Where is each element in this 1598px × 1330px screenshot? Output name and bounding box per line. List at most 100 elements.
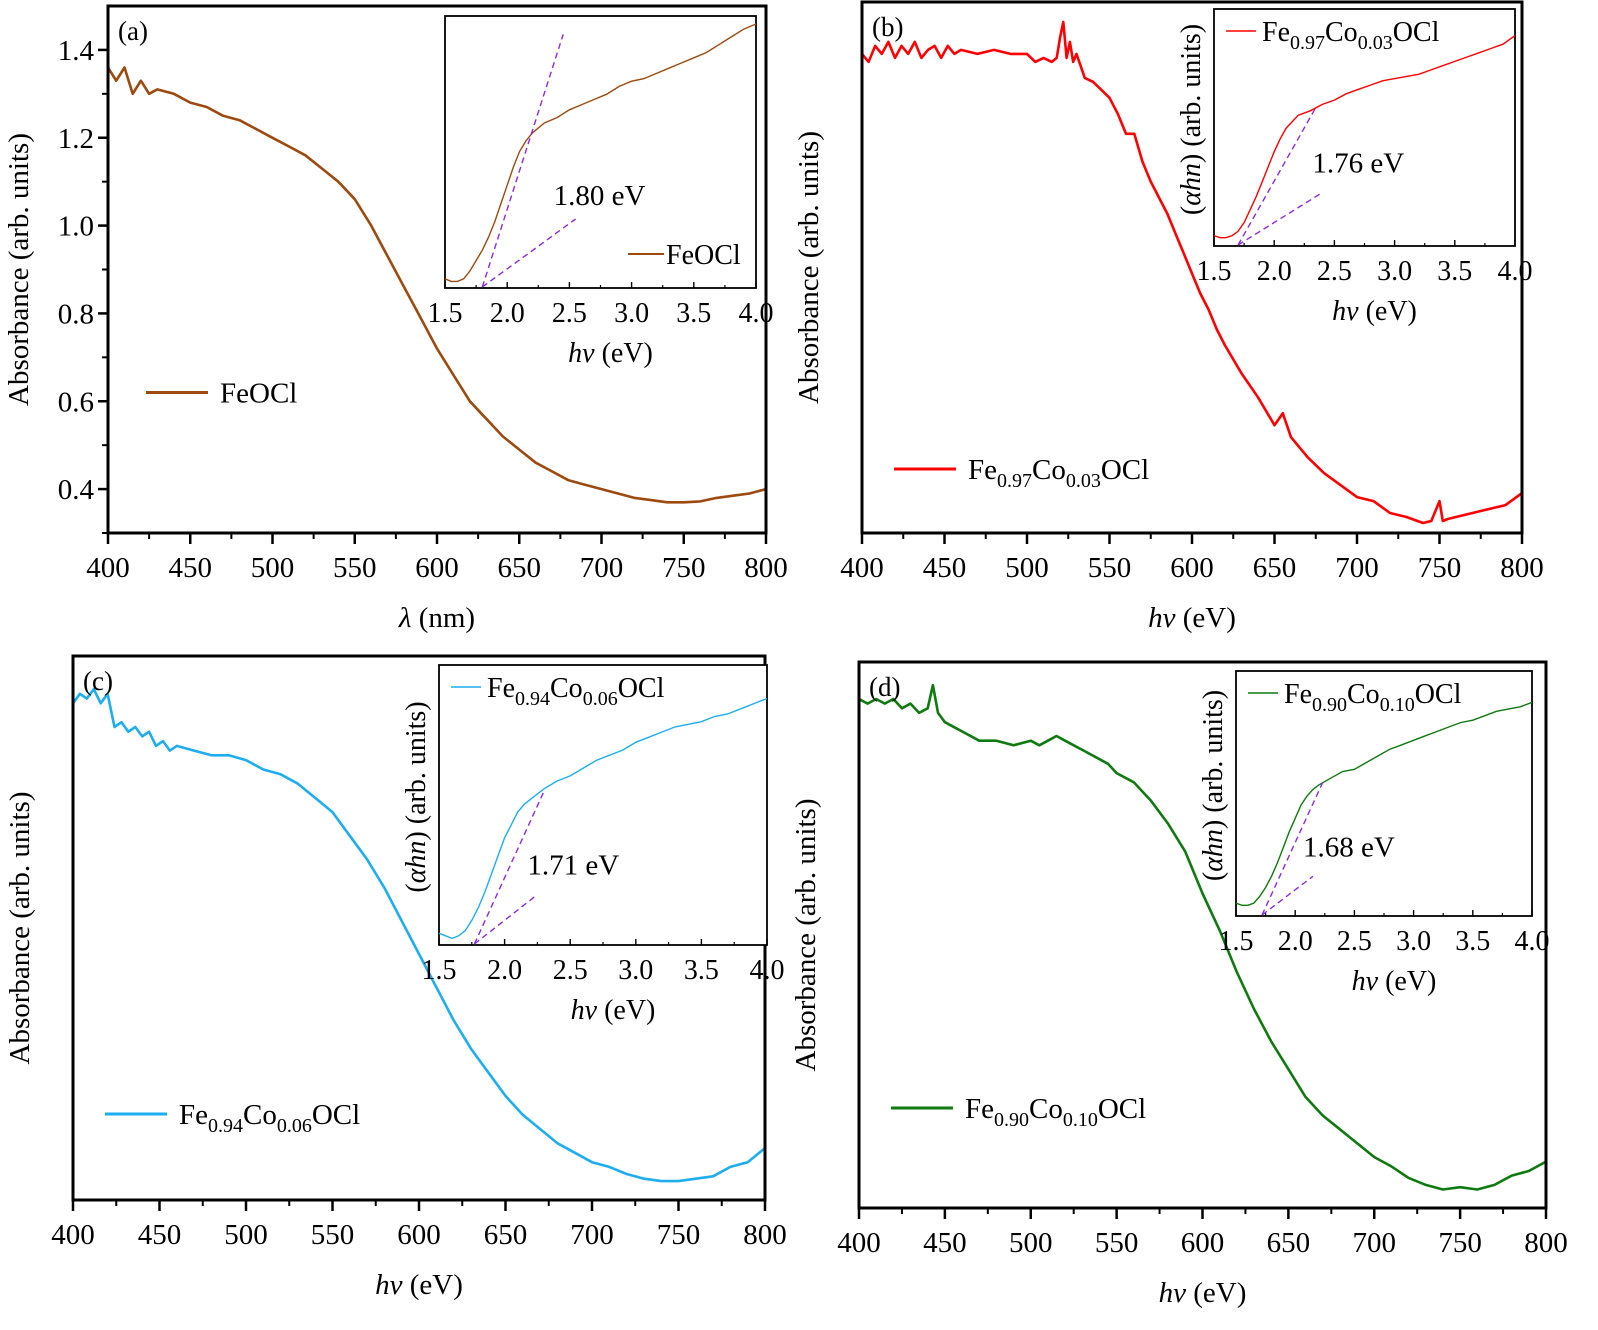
x-tick-label: 600 [397,1219,441,1251]
inset-x-tick-label: 2.0 [487,955,522,986]
tangent-fit-line [1237,106,1317,246]
inset-x-tick-label: 1.5 [1197,256,1232,287]
formula-element: Fe [1284,679,1312,710]
inset-x-axis-title: hv (eV) [1352,966,1437,997]
axis-symbol: hv [1159,1277,1187,1309]
paren: ( [1176,206,1207,215]
x-axis-title: hv (eV) [1148,602,1236,634]
x-tick-label: 400 [51,1219,95,1251]
band-gap-label: 1.71 eV [527,850,619,882]
inset-x-tick-label: 3.5 [1455,926,1490,957]
inset-x-tick-label: 2.0 [1257,256,1292,287]
inset-x-tick-label: 1.5 [1219,926,1254,957]
panel-d: 400 450 500 550 600 650 700 750 800 hv (eV) Absorb… [790,660,1568,1309]
inset-series-line [444,23,757,283]
formula-element: Fe [487,673,515,704]
axis-unit: (eV) [1186,1277,1246,1309]
inset-x-tick-label: 3.0 [618,955,653,986]
legend-label: Fe0.94Co0.06OCl [179,1099,360,1137]
x-tick-label: 700 [580,552,624,584]
formula-subscript: 0.90 [994,1109,1029,1131]
formula-subscript: 0.06 [277,1115,312,1137]
formula-element: Co [1325,17,1358,48]
formula-subscript: 0.03 [1066,470,1101,492]
x-tick-label: 500 [1005,552,1049,584]
band-gap-label: 1.76 eV [1312,148,1404,180]
legend-label: Fe0.97Co0.03OCl [968,454,1149,492]
legend-label: FeOCl [220,377,297,409]
formula-subscript: 0.03 [1358,32,1393,54]
formula-element: Co [1032,454,1066,486]
formula-element: Fe [179,1099,208,1131]
inset-x-tick-label: 2.5 [553,955,588,986]
inset-b: 1.5 2.0 2.5 3.0 3.5 4.0 hv (eV) (αhn) (arb. uni… [1176,8,1533,327]
inset-y-axis-title: (αhn) (arb. units) [401,701,432,892]
formula-element: Fe [968,454,997,486]
x-tick-label: 550 [333,552,377,584]
x-tick-label: 700 [570,1219,614,1251]
axis-unit: ) (arb. units) [1198,690,1229,829]
axis-unit: (nm) [411,602,475,634]
inset-a: 1.5 2.0 2.5 3.0 3.5 4.0 hv (eV) 1.80 eV FeOCl [428,15,774,369]
y-tick-label: 0.6 [58,386,94,418]
panel-label: (a) [118,16,148,46]
inset-frame [438,664,768,946]
formula-element: OCl [1393,17,1440,48]
inset-x-tick-label: 2.5 [1337,926,1372,957]
series-line [108,66,766,504]
formula-element: OCl [618,673,665,704]
x-axis-title: λ (nm) [398,602,475,634]
x-tick-label: 650 [1267,1227,1311,1259]
x-tick-label: 400 [840,552,884,584]
inset-y-axis-title: (αhn) (arb. units) [1176,24,1207,215]
axis-symbol: αhn [401,841,432,884]
x-tick-label: 750 [657,1219,701,1251]
inset-x-tick-label: 2.5 [552,298,587,329]
x-tick-label: 700 [1335,552,1379,584]
axis-unit: (eV) [1359,296,1417,327]
inset-x-tick-label: 4.0 [1498,256,1533,287]
panel-a: 400 450 500 550 600 650 700 750 800 0.4 0.6 0.8 1.0 1… [3,4,788,634]
inset-legend-label: Fe0.90Co0.10OCl [1284,679,1462,716]
baseline-fit-line [1261,875,1314,916]
series-line [73,687,765,1183]
inset-x-tick-label: 3.0 [1377,256,1412,287]
y-axis-title: Absorbance (arb. units) [4,792,36,1065]
inset-x-tick-label: 3.0 [614,298,649,329]
x-tick-label: 800 [1524,1227,1568,1259]
x-tick-label: 750 [662,552,706,584]
inset-x-tick-label: 2.0 [490,298,525,329]
formula-subscript: 0.06 [583,688,618,710]
x-axis-title: hv (eV) [375,1269,463,1301]
axis-symbol: αhn [1176,163,1207,206]
y-tick-label: 1.2 [58,123,94,155]
x-tick-label: 400 [837,1227,881,1259]
formula-element: OCl [1101,454,1149,486]
y-tick-label: 0.4 [58,474,95,506]
formula-subscript: 0.97 [997,470,1032,492]
axis-unit: (eV) [1175,602,1235,634]
inset-x-tick-label: 2.5 [1317,256,1352,287]
x-tick-label: 600 [415,552,459,584]
formula-subscript: 0.90 [1312,694,1347,716]
paren: ( [1198,872,1229,881]
inset-x-tick-label: 1.5 [428,298,463,329]
inset-x-tick-label: 2.0 [1278,926,1313,957]
formula-subscript: 0.10 [1063,1109,1098,1131]
inset-legend-label: Fe0.97Co0.03OCl [1262,17,1440,54]
inset-x-tick-label: 3.5 [676,298,711,329]
inset-x-tick-label: 3.5 [684,955,719,986]
inset-c: 1.5 2.0 2.5 3.0 3.5 4.0 hv (eV) (αhn) (arb. uni… [401,664,785,1026]
formula-element: OCl [312,1099,360,1131]
formula-element: Co [1029,1093,1063,1125]
x-tick-label: 650 [484,1219,528,1251]
axis-symbol: hv [1148,602,1176,634]
formula-element: OCl [1098,1093,1146,1125]
inset-x-axis-title: hv (eV) [568,338,653,369]
inset-series-line [1213,35,1516,239]
inset-series-line [438,697,768,940]
panel-c: 400 450 500 550 600 650 700 750 800 hv (eV) Absorb… [4,654,787,1301]
inset-series-line [1235,701,1533,906]
formula-element: Co [1347,679,1380,710]
x-tick-label: 600 [1181,1227,1225,1259]
